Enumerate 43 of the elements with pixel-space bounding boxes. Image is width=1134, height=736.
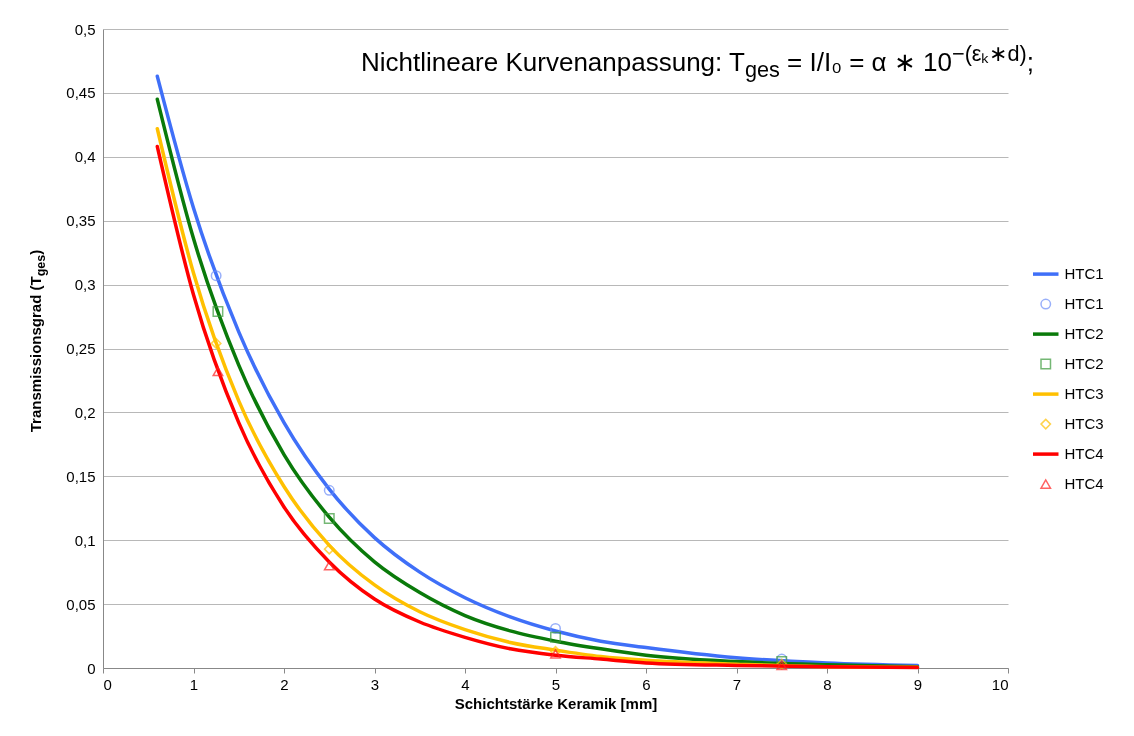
point [323,484,335,496]
x-tick-label: 2 [280,675,289,693]
point [550,622,561,634]
y-tick-label: 0,5 [74,20,96,38]
y-tick-label: 0,3 [74,276,96,294]
x-tick-label: 5 [551,675,561,693]
legend-label: HTC1 [1064,295,1104,313]
point [550,649,561,659]
y-tick-label: 0,15 [66,467,96,485]
legend-label: HTC4 [1064,445,1104,463]
legend-label: HTC2 [1064,325,1104,343]
point [212,305,224,317]
point [323,543,335,555]
x-tick-label: 0 [103,675,112,693]
x-tick-label: 1 [189,675,199,693]
x-tick-label: 3 [370,675,380,693]
y-tick-label: 0,1 [74,531,96,549]
x-tick-label: 10 [991,675,1009,693]
x-tick-label: 4 [461,675,470,693]
point [550,631,561,643]
y-tick-label: 0,05 [66,595,96,613]
x-tick-label: 8 [823,675,832,693]
legend-label: HTC3 [1064,385,1104,403]
y-tick-label: 0,35 [66,212,96,230]
point [323,560,335,571]
y-tick-label: 0,2 [74,403,96,421]
legend-label: HTC1 [1064,265,1104,283]
y-tick-label: 0 [87,659,96,677]
y-tick-label: 0,4 [74,148,96,166]
legend-label: HTC4 [1064,475,1104,493]
legend-label: HTC3 [1064,415,1104,433]
x-tick-label: 9 [913,675,923,693]
y-tick-label: 0,25 [66,340,96,357]
y-tick-label: 0,45 [66,84,96,102]
text: Nichtlineare Kurvenanpassung: T$_{ges}$ = I/I₀ = α ∗ 10$^{−(εₖ∗d)}$; [360,40,1034,83]
point [210,270,222,282]
x-tick-label: 7 [732,675,742,693]
point [323,512,335,524]
point [212,366,224,377]
x-tick-label: 6 [642,675,651,693]
x-axis-title: Schichtstärke Keramik [mm] [454,694,658,712]
point [210,337,222,349]
legend-label: HTC2 [1064,355,1104,373]
